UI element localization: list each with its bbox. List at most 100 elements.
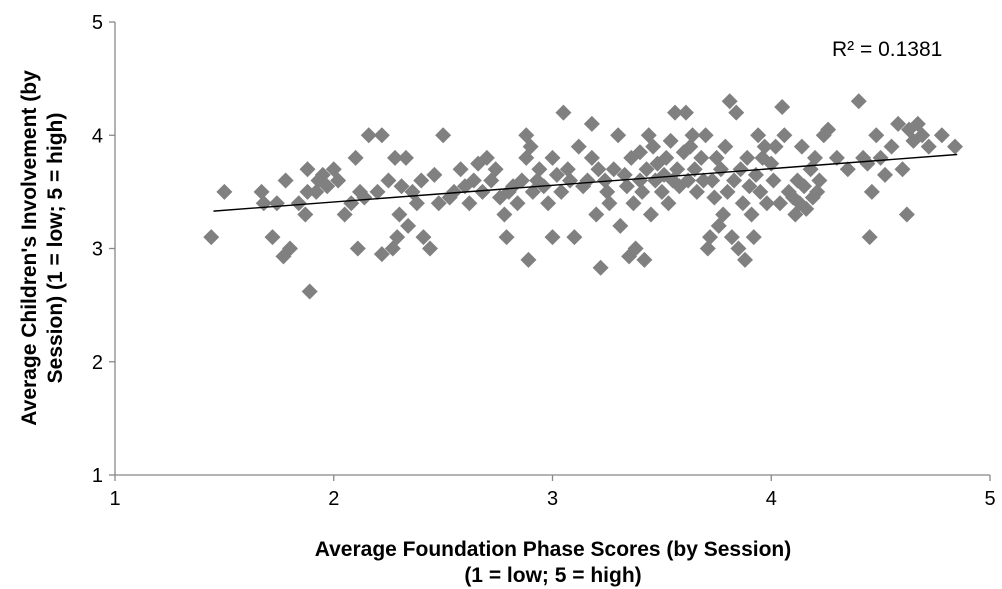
data-point [387, 149, 403, 166]
data-point [750, 127, 767, 144]
data-point [393, 178, 410, 195]
data-point [636, 251, 653, 268]
x-tick-label: 2 [328, 488, 339, 510]
data-point [478, 149, 495, 166]
data-point [579, 172, 596, 189]
data-point [877, 166, 893, 183]
data-point [719, 183, 736, 200]
data-point [863, 183, 880, 200]
y-tick-label: 2 [92, 352, 103, 374]
data-point [373, 127, 390, 144]
data-point [522, 138, 539, 155]
data-point [758, 195, 775, 212]
data-point [544, 229, 561, 246]
data-point [745, 229, 762, 246]
data-point [715, 206, 732, 223]
y-tick-label: 4 [92, 125, 103, 147]
data-point [625, 195, 642, 212]
data-point [688, 183, 705, 200]
r-squared-annotation: R² = 0.1381 [832, 38, 942, 61]
data-point [319, 178, 336, 195]
plot-area [203, 93, 963, 300]
data-point [743, 206, 760, 223]
data-point [697, 127, 714, 144]
data-point [861, 229, 878, 246]
data-point [627, 240, 644, 257]
data-point [820, 121, 837, 138]
data-point [496, 206, 513, 223]
data-point [890, 115, 907, 132]
data-point [883, 138, 900, 155]
data-point [415, 229, 432, 246]
data-point [605, 161, 622, 178]
data-point [544, 149, 561, 166]
data-point [868, 127, 885, 144]
data-point [756, 138, 773, 155]
data-point [601, 195, 618, 212]
data-point [553, 183, 570, 200]
data-point [732, 161, 749, 178]
data-point [498, 229, 515, 246]
data-point [772, 195, 788, 212]
data-point [728, 104, 745, 121]
data-point [686, 161, 703, 178]
data-point [618, 178, 635, 195]
data-point [203, 229, 220, 246]
data-point [597, 172, 613, 189]
data-point [612, 217, 629, 234]
data-point [807, 149, 823, 166]
data-point [347, 149, 364, 166]
data-point [356, 189, 373, 206]
data-point [400, 217, 417, 234]
data-point [658, 149, 675, 166]
y-tick-label: 5 [92, 12, 103, 34]
data-point [872, 149, 889, 166]
data-point [693, 149, 710, 166]
data-point [430, 195, 447, 212]
data-point [610, 127, 627, 144]
data-point [811, 172, 828, 189]
data-point [299, 161, 316, 178]
data-point [408, 195, 425, 212]
data-point [638, 161, 655, 178]
data-point [413, 172, 430, 189]
data-point [914, 127, 931, 144]
data-point [726, 172, 743, 189]
data-point [667, 104, 683, 121]
data-point [301, 283, 318, 300]
data-point [282, 240, 298, 257]
data-point [704, 172, 721, 189]
data-point [839, 161, 856, 178]
x-tick-label: 3 [547, 488, 558, 510]
data-point [747, 166, 764, 183]
data-point [642, 206, 659, 223]
data-point [765, 172, 782, 189]
data-point [645, 138, 662, 155]
data-point [798, 200, 815, 217]
data-point [446, 183, 463, 200]
data-point [809, 183, 826, 200]
data-point [422, 240, 438, 257]
data-point [520, 251, 537, 268]
data-point [684, 127, 701, 144]
data-point [588, 206, 605, 223]
data-point [360, 127, 377, 144]
data-point [662, 132, 679, 149]
data-point [268, 195, 285, 212]
data-point [509, 195, 526, 212]
data-point [632, 144, 648, 161]
data-point [632, 172, 648, 189]
data-point [540, 195, 557, 212]
y-axis-title-line2: Session) (1 = low; 5 = high) [44, 113, 67, 384]
data-point [264, 229, 281, 246]
data-point [682, 138, 699, 155]
data-point [894, 161, 911, 178]
data-point [389, 229, 406, 246]
data-point [336, 206, 353, 223]
data-point [380, 172, 397, 189]
data-point [793, 138, 810, 155]
data-point [583, 149, 600, 166]
data-point [277, 172, 294, 189]
data-point [947, 138, 963, 155]
data-point [590, 161, 607, 178]
